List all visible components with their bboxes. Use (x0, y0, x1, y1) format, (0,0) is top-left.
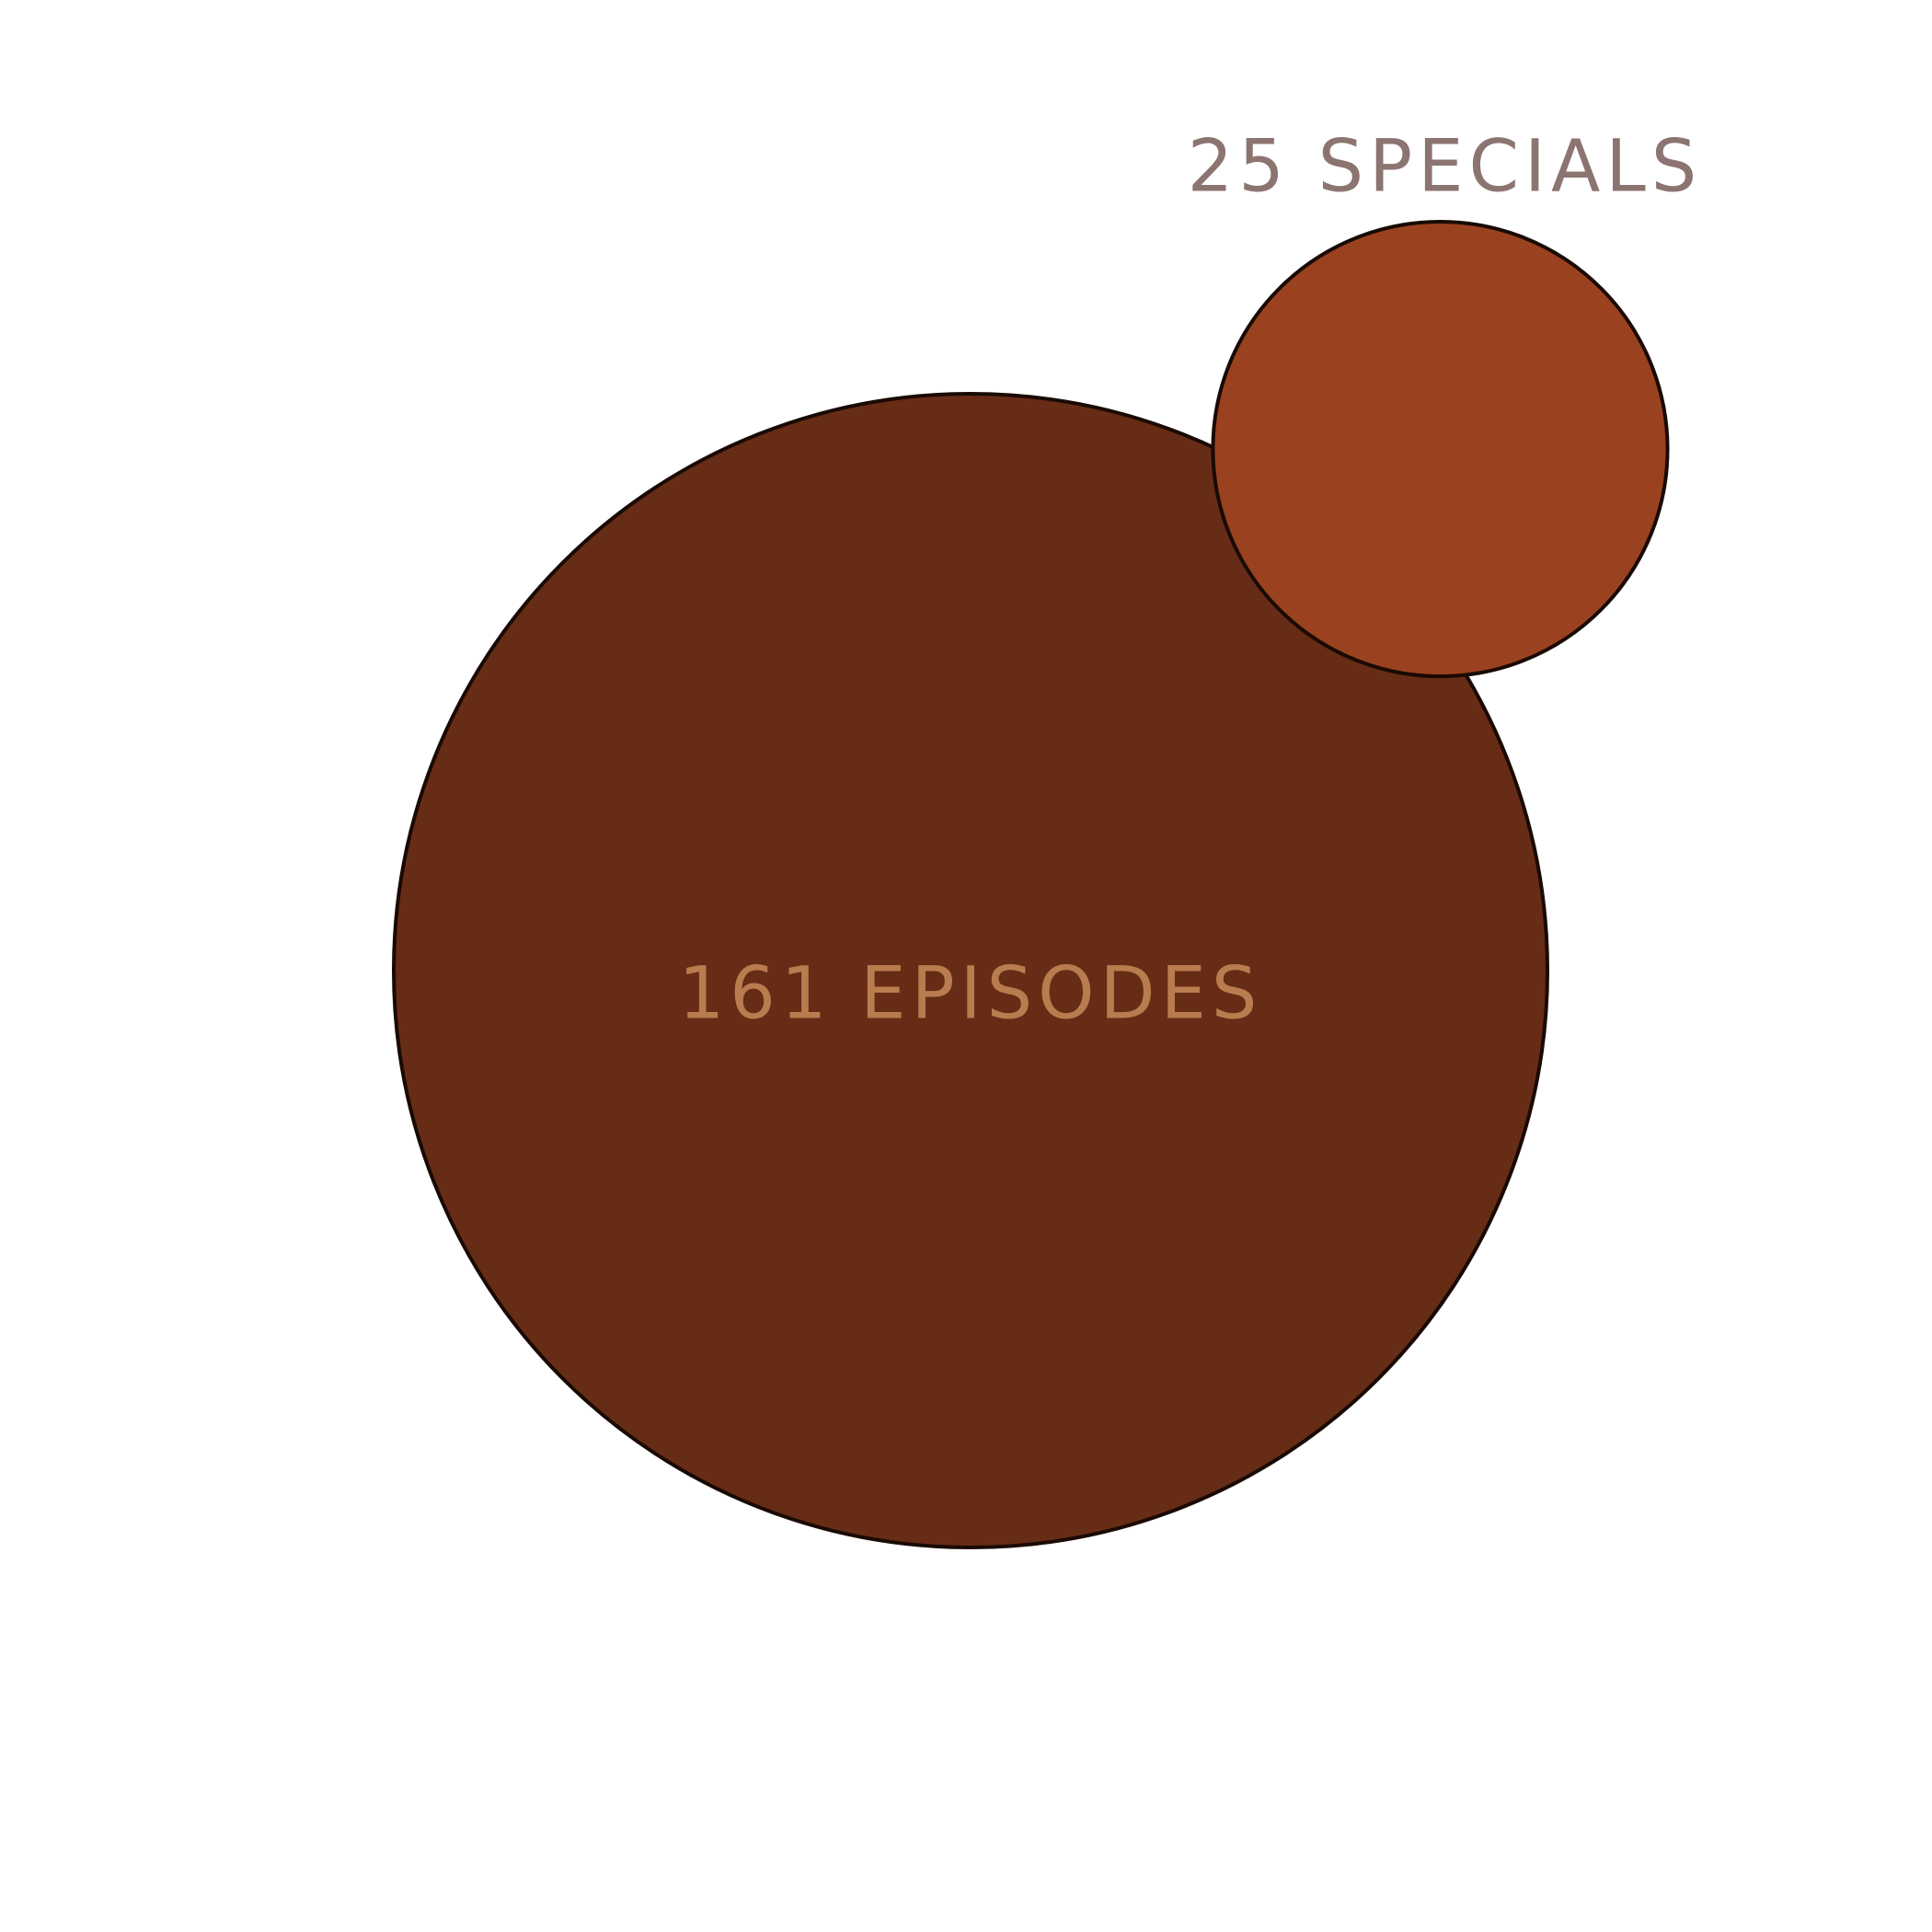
bubble-0 (392, 392, 1549, 1549)
bubbles-group (392, 219, 1670, 1549)
labels-group: 161 EPISODES 25 SPECIALS (679, 125, 1703, 1035)
bubble-label-1: 25 SPECIALS (1188, 125, 1703, 208)
bubble-label-0: 161 EPISODES (679, 952, 1263, 1035)
bubble-1 (1211, 219, 1670, 679)
